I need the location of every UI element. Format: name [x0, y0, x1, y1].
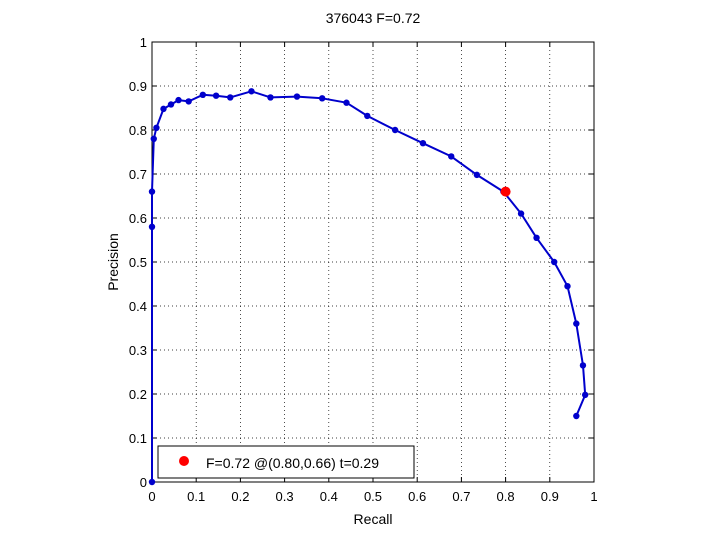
data-point	[343, 99, 350, 106]
y-tick-labels: 0 0.1 0.2 0.3 0.4 0.5 0.6 0.7 0.8 0.9 1	[129, 35, 147, 490]
y-tick-label: 0.6	[129, 211, 147, 226]
y-tick-label: 0.4	[129, 299, 147, 314]
x-tick-label: 0.2	[231, 489, 249, 504]
data-point	[293, 93, 301, 100]
y-tick-label: 0.7	[129, 167, 147, 182]
y-tick-label: 0.2	[129, 387, 147, 402]
data-point	[153, 124, 160, 131]
y-axis-label: Precision	[105, 233, 121, 291]
x-tick-label: 1	[590, 489, 597, 504]
x-tick-labels: 0 0.1 0.2 0.3 0.4 0.5 0.6 0.7 0.8 0.9 1	[148, 489, 597, 504]
legend: F=0.72 @(0.80,0.66) t=0.29	[157, 445, 415, 479]
data-point	[148, 223, 156, 230]
data-point	[391, 126, 399, 134]
data-point	[227, 94, 234, 101]
data-point	[167, 101, 175, 108]
data-point	[248, 88, 255, 95]
data-point	[148, 478, 156, 486]
data-point	[533, 234, 540, 241]
optimal-f-point	[500, 186, 511, 197]
data-point	[185, 98, 192, 105]
data-point	[448, 153, 455, 160]
data-point	[160, 105, 167, 113]
x-tick-label: 0	[148, 489, 155, 504]
data-point	[267, 94, 274, 101]
data-point	[473, 171, 481, 179]
x-tick-label: 0.4	[320, 489, 338, 504]
data-point	[148, 188, 156, 195]
data-point	[364, 112, 371, 120]
series-layer	[148, 88, 589, 486]
data-point	[581, 391, 589, 399]
x-tick-label: 0.8	[497, 489, 515, 504]
data-point	[564, 283, 571, 290]
x-tick-label: 0.6	[408, 489, 426, 504]
x-tick-label: 0.7	[452, 489, 470, 504]
data-point	[199, 91, 207, 99]
data-point	[150, 135, 157, 142]
x-tick-label: 0.5	[364, 489, 382, 504]
data-point	[175, 96, 182, 104]
legend-marker	[179, 456, 189, 466]
y-tick-label: 0.5	[129, 255, 147, 270]
x-tick-label: 0.3	[276, 489, 294, 504]
y-tick-label: 0.1	[129, 431, 147, 446]
y-tick-label: 0	[140, 475, 147, 490]
grid-lines	[152, 42, 594, 482]
data-point	[551, 258, 558, 266]
data-point	[212, 92, 220, 99]
data-point	[517, 210, 525, 217]
data-point	[419, 140, 427, 147]
data-point	[318, 95, 326, 102]
x-tick-label: 0.9	[541, 489, 559, 504]
data-point	[573, 320, 580, 327]
y-tick-label: 0.9	[129, 79, 147, 94]
highlight-layer	[500, 186, 511, 197]
x-axis-label: Recall	[354, 511, 393, 527]
y-tick-label: 1	[140, 35, 147, 50]
data-point	[579, 362, 587, 369]
y-tick-label: 0.8	[129, 123, 147, 138]
legend-box	[157, 445, 415, 479]
chart-title: 376043 F=0.72	[326, 10, 421, 26]
data-point	[573, 412, 580, 420]
legend-entry: F=0.72 @(0.80,0.66) t=0.29	[206, 455, 379, 471]
x-tick-label: 0.1	[187, 489, 205, 504]
y-tick-label: 0.3	[129, 343, 147, 358]
